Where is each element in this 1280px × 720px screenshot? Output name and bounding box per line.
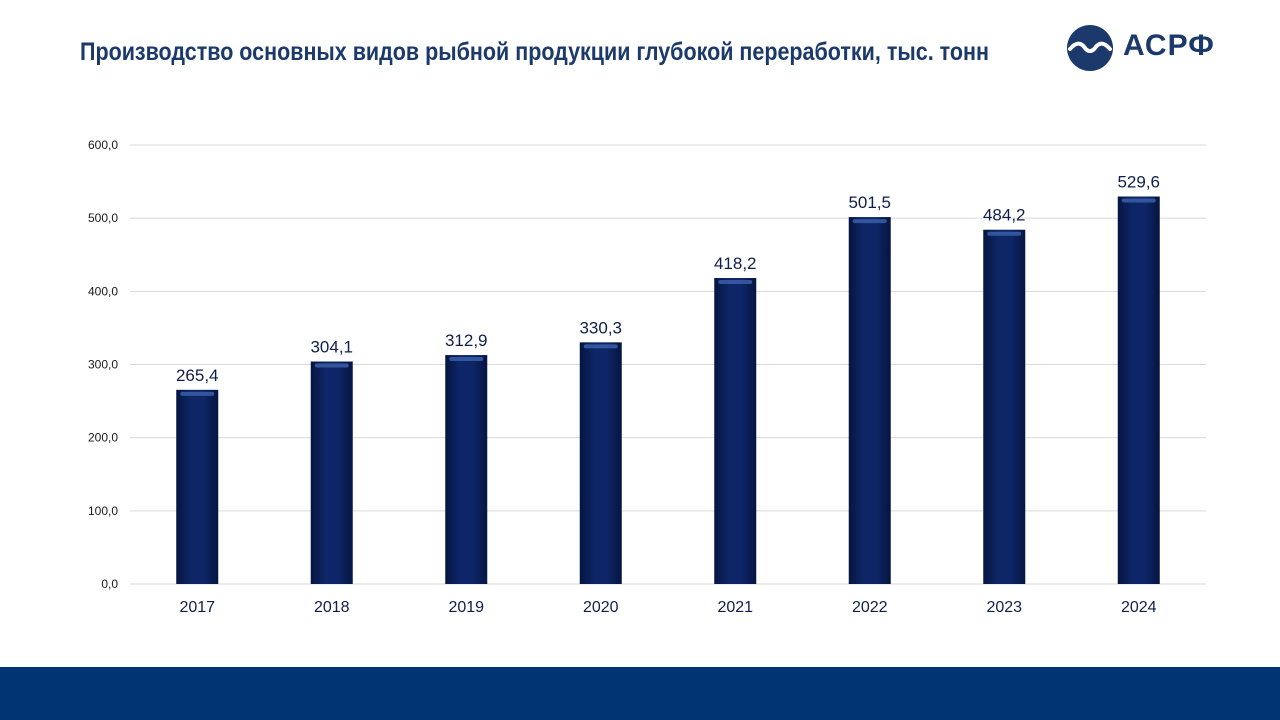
x-tick-label: 2019 — [448, 599, 484, 616]
x-tick-label: 2017 — [179, 599, 215, 616]
y-tick-label: 100,0 — [88, 504, 118, 518]
bar — [983, 229, 1026, 585]
bar-highlight — [1121, 198, 1156, 203]
y-tick-label: 400,0 — [88, 284, 118, 298]
bar-highlight — [583, 344, 618, 349]
page-title: Производство основных видов рыбной проду… — [80, 38, 990, 66]
x-tick-label: 2023 — [986, 599, 1022, 616]
bar-highlight — [718, 280, 753, 285]
bar-highlight — [180, 391, 215, 396]
x-tick-label: 2024 — [1121, 599, 1157, 616]
y-tick-label: 200,0 — [88, 431, 118, 445]
x-tick-label: 2021 — [717, 599, 753, 616]
logo-text: АСРФ — [1123, 29, 1215, 62]
bar — [310, 361, 353, 584]
x-tick-label: 2020 — [583, 599, 619, 616]
y-tick-label: 300,0 — [88, 358, 118, 372]
bar-highlight — [852, 219, 887, 224]
data-label: 501,5 — [848, 193, 891, 212]
bar — [579, 342, 622, 584]
data-label: 529,6 — [1117, 173, 1160, 192]
bar-chart: 0,0 100,0 200,0 300,0 400,0 500,0 600,0 265,4 20… — [88, 138, 1206, 616]
data-label: 265,4 — [176, 366, 219, 385]
footer-bar — [0, 667, 1280, 720]
bar — [848, 217, 891, 585]
x-tick-label: 2022 — [852, 599, 888, 616]
bar-highlight — [987, 231, 1022, 236]
data-label: 304,1 — [310, 338, 353, 357]
bar — [176, 389, 219, 584]
data-label: 312,9 — [445, 331, 488, 350]
bar — [445, 355, 488, 584]
bar-highlight — [314, 363, 349, 368]
y-tick-label: 500,0 — [88, 211, 118, 225]
bar-highlight — [449, 357, 484, 362]
wave-circle-icon — [1067, 25, 1113, 71]
bar — [714, 278, 757, 584]
brand-logo: АСРФ — [1066, 24, 1236, 72]
data-label: 330,3 — [579, 318, 622, 337]
bar — [1117, 196, 1160, 584]
y-tick-label: 0,0 — [101, 577, 118, 591]
data-label: 418,2 — [714, 254, 757, 273]
x-tick-label: 2018 — [314, 599, 350, 616]
y-tick-label: 600,0 — [88, 138, 118, 152]
data-label: 484,2 — [983, 206, 1026, 225]
